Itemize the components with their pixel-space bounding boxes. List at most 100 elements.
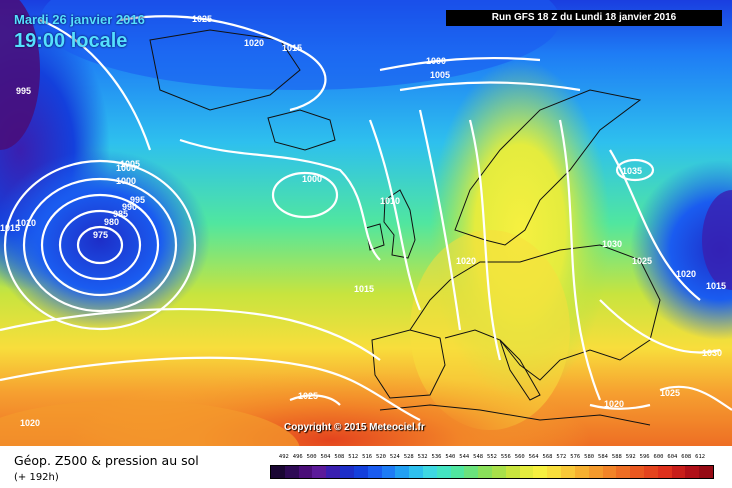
legend-tick: 560 [514,454,525,460]
legend-swatch [519,466,534,478]
forecast-time: 19:00 locale [14,30,128,52]
legend-tick: 532 [417,454,428,460]
isobar-label: 1010 [16,218,36,228]
legend-swatch [657,466,672,478]
isobar-label: 990 [122,202,137,212]
legend-tick: 564 [528,454,539,460]
legend-swatch [588,466,603,478]
legend-swatch [464,466,479,478]
isobar-label: 1020 [20,418,40,428]
legend-swatch [574,466,589,478]
legend-tick: 544 [459,454,470,460]
isobar-label: 1020 [456,256,476,266]
legend-tick: 496 [292,454,303,460]
model-run-label: Run GFS 18 Z du Lundi 18 janvier 2016 [446,10,722,26]
legend-tick: 568 [542,454,553,460]
legend-tick: 576 [570,454,581,460]
legend-tick: 512 [348,454,359,460]
isobar-label: 995 [16,86,31,96]
legend-swatch [478,466,492,478]
legend-swatch [436,466,451,478]
legend-tick: 536 [431,454,442,460]
legend-tick: 524 [389,454,400,460]
legend-tick: 492 [278,454,289,460]
isobar-label: 1000 [116,176,136,186]
legend-swatch [381,466,396,478]
isobar-label: 1000 [116,163,136,173]
isobar-label: 1015 [354,284,374,294]
legend-swatch [298,466,313,478]
legend-tick: 604 [667,454,678,460]
legend-tick: 556 [500,454,511,460]
legend-tick: 500 [306,454,317,460]
isobar-label: 1015 [706,281,726,291]
forecast-date: Mardi 26 janvier 2016 [14,12,145,27]
legend-footer: Géop. Z500 & pression au sol (+ 192h) 49… [0,446,732,488]
isobar-label: 1030 [602,239,622,249]
legend-tick: 540 [445,454,456,460]
legend-swatch [326,466,341,478]
isobar-label: 985 [113,209,128,219]
legend-tick: 600 [653,454,664,460]
copyright-text: Copyright © 2015 Meteociel.fr [284,422,425,433]
isobar-label: 1020 [604,399,624,409]
legend-tick: 548 [473,454,484,460]
legend-swatch [685,466,700,478]
isobar-label: 1005 [120,159,140,169]
legend-swatch [533,466,548,478]
isobar-label: 975 [93,230,108,240]
legend-swatch [271,466,285,478]
isobar-label: 1010 [380,196,400,206]
legend-swatch [450,466,465,478]
legend-tick: 612 [695,454,706,460]
legend-swatch [643,466,658,478]
legend-tick: 516 [362,454,373,460]
forecast-range: (+ 192h) [14,472,59,483]
legend-swatch [671,466,686,478]
isobar-label: 1000 [426,56,446,66]
isobar-label: 1015 [282,43,302,53]
legend-swatch [602,466,617,478]
legend-swatch [367,466,382,478]
isobar-label: 980 [104,217,119,227]
weather-map: 1025 1020 1015 995 1000 1005 1000 995 99… [0,0,732,446]
isobar-label: 1020 [676,269,696,279]
isobar-label: 1025 [660,388,680,398]
legend-tick: 504 [320,454,331,460]
isobar-label: 1005 [430,70,450,80]
legend-swatch [616,466,631,478]
legend-tick: 592 [625,454,636,460]
isobar-label: 1030 [702,348,722,358]
legend-tick: 552 [487,454,497,460]
isobar-label: 1020 [244,38,264,48]
legend-tick: 596 [639,454,650,460]
legend-swatch [340,466,354,478]
legend-swatch [312,466,327,478]
legend-swatch [395,466,410,478]
legend-swatch [409,466,423,478]
legend-tick: 572 [556,454,567,460]
legend-tick: 588 [611,454,622,460]
legend-tick: 608 [681,454,692,460]
legend-tick: 508 [334,454,345,460]
isobar-label: 1015 [0,223,20,233]
legend-swatch [630,466,644,478]
isobar-label: 1025 [632,256,652,266]
legend-tick: 520 [376,454,386,460]
legend-swatch [353,466,368,478]
legend-swatch [284,466,299,478]
legend-swatch [547,466,562,478]
legend-swatch [699,466,713,478]
isobar-label: 995 [130,195,145,205]
legend-tick: 528 [403,454,414,460]
legend-swatch [422,466,437,478]
isobar-label: 1000 [302,174,322,184]
color-scale-bar [270,465,714,479]
isobar-label: 1025 [298,391,318,401]
isobar-label: 1035 [622,166,642,176]
legend-swatch [492,466,506,478]
product-title: Géop. Z500 & pression au sol [14,453,199,468]
legend-tick: 580 [584,454,595,460]
legend-swatch [505,466,520,478]
legend-tick: 584 [598,454,608,460]
